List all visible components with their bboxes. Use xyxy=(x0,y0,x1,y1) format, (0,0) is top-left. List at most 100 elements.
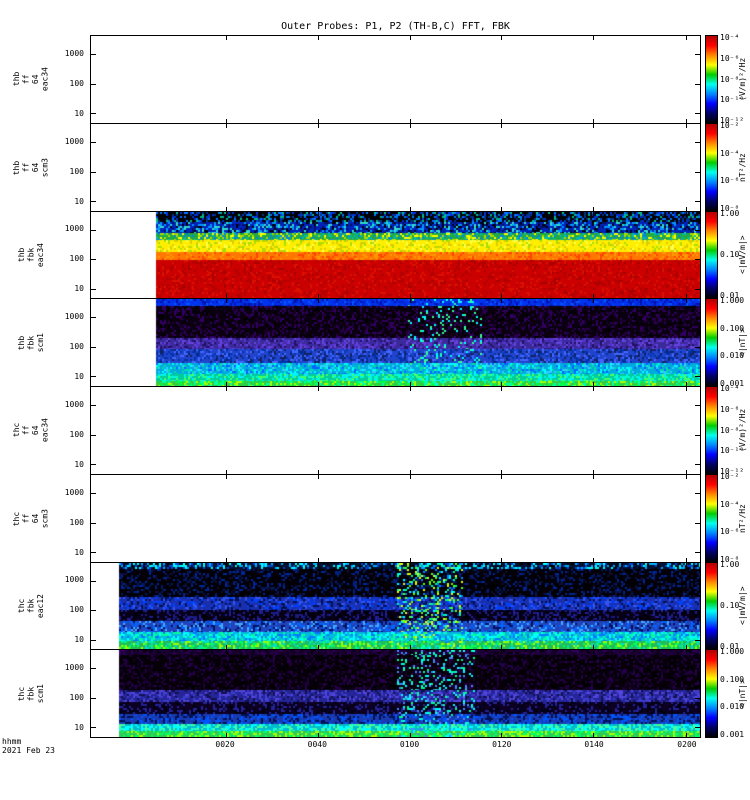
colorbar-tick-label: 0.010 xyxy=(720,351,745,361)
spectrogram-panel: thc ff 64 eac34 1000 100 10 10⁻⁴ 10⁻⁶ 10⁻⁸ 10… xyxy=(0,383,750,477)
x-tick-mark xyxy=(317,207,319,211)
panel-label-wrap: thc ff 64 eac34 xyxy=(10,386,52,475)
colorbar-tick-label: 10⁻⁶ xyxy=(720,527,740,537)
y-tick-mark xyxy=(695,405,700,407)
y-tick-mark xyxy=(91,522,96,524)
colorbar-unit-label: nT²/Hz xyxy=(738,153,747,182)
y-tick-labels: 1000 100 10 xyxy=(52,386,86,475)
spectrogram-panel: thb fbk eac34 1000 100 10 1.00 0.10 0.01 <|m… xyxy=(0,209,750,301)
x-tick-mark xyxy=(317,470,319,474)
x-tick-mark xyxy=(317,558,319,562)
y-tick-mark xyxy=(91,552,96,554)
colorbar-tick-label: 10⁻⁸ xyxy=(720,425,740,435)
x-tick-mark xyxy=(593,558,595,562)
y-tick-mark xyxy=(91,288,96,290)
x-tick-mark xyxy=(225,207,227,211)
y-tick-label: 100 xyxy=(69,78,84,88)
colorbar-tick-label: 10⁻¹² xyxy=(720,467,745,477)
x-tick-mark xyxy=(317,563,319,567)
colorbar-tick-labels: 10⁻² 10⁻⁴ 10⁻⁶ 10⁻⁸ xyxy=(720,121,750,214)
y-tick-labels: 1000 100 10 xyxy=(52,474,86,563)
y-tick-mark xyxy=(695,434,700,436)
colorbar-tick-label: 0.10 xyxy=(720,601,740,610)
x-tick-mark xyxy=(685,558,687,562)
y-tick-label: 1000 xyxy=(64,136,84,146)
colorbar-tick-labels: 1.000 0.100 0.010 0.001 xyxy=(720,296,750,388)
y-tick-labels: 1000 100 10 xyxy=(52,35,86,124)
x-tick-mark xyxy=(317,299,319,303)
y-tick-mark xyxy=(91,142,96,144)
plot-area xyxy=(90,562,701,650)
x-tick-mark xyxy=(317,36,319,40)
colorbar xyxy=(705,562,718,650)
x-tick-mark xyxy=(225,470,227,474)
x-tick-mark xyxy=(685,650,687,654)
time-format-label: hhmm xyxy=(2,737,22,746)
x-tick-mark xyxy=(409,470,411,474)
x-tick-mark xyxy=(685,212,687,216)
colorbar-unit-label: <|mV/m|> xyxy=(738,235,747,275)
y-tick-mark xyxy=(91,581,96,583)
y-tick-mark xyxy=(695,493,700,495)
y-tick-labels: 1000 100 10 xyxy=(52,562,86,650)
colorbar-tick-label: 10⁻⁶ xyxy=(720,404,740,414)
colorbar-tick-label: 10⁻¹² xyxy=(720,116,745,126)
x-tick-mark xyxy=(501,212,503,216)
y-tick-mark xyxy=(695,113,700,115)
x-tick-mark xyxy=(593,563,595,567)
axis-footer: hhmm 2021 Feb 23 xyxy=(2,737,55,755)
x-tick-mark xyxy=(409,387,411,391)
y-tick-label: 1000 xyxy=(64,311,84,321)
colorbar-tick-label: 10⁻⁴ xyxy=(720,383,740,393)
plot-area xyxy=(90,386,701,475)
y-tick-label: 1000 xyxy=(64,399,84,409)
panel-y-label: thc fbk scm1 xyxy=(16,683,45,704)
x-tick-mark xyxy=(409,36,411,40)
y-tick-mark xyxy=(91,259,96,261)
colorbar-tick-label: 10⁻⁸ xyxy=(720,74,740,84)
y-tick-mark xyxy=(695,346,700,348)
y-tick-mark xyxy=(695,727,700,729)
x-tick-mark xyxy=(593,294,595,298)
y-tick-label: 100 xyxy=(69,341,84,351)
x-tick-mark xyxy=(409,563,411,567)
colorbar-tick-label: 0.001 xyxy=(720,730,745,740)
y-tick-mark xyxy=(91,201,96,203)
colorbar-unit-label: <|mV/m|> xyxy=(738,586,747,626)
x-tick-mark xyxy=(409,645,411,649)
y-tick-label: 100 xyxy=(69,166,84,176)
y-tick-mark xyxy=(91,639,96,641)
y-tick-mark xyxy=(91,171,96,173)
x-tick-mark xyxy=(501,124,503,128)
y-tick-label: 100 xyxy=(69,254,84,264)
y-tick-label: 10 xyxy=(74,723,84,733)
colorbar-tick-label: 10⁻⁴ xyxy=(720,499,740,509)
panel-y-label: thb fbk scm1 xyxy=(16,332,45,353)
y-tick-mark xyxy=(695,522,700,524)
x-tick-mark xyxy=(225,124,227,128)
x-tick-mark xyxy=(593,124,595,128)
x-tick-mark xyxy=(501,475,503,479)
colorbar-tick-label: 10⁻⁶ xyxy=(720,53,740,63)
colorbar-tick-label: 0.100 xyxy=(720,323,745,333)
y-tick-mark xyxy=(695,610,700,612)
x-tick-mark xyxy=(501,382,503,386)
y-tick-mark xyxy=(695,288,700,290)
colorbar-tick-label: 10⁻⁸ xyxy=(720,204,740,214)
x-tick-mark xyxy=(225,733,227,737)
plot-area xyxy=(90,35,701,124)
x-tick-mark xyxy=(225,36,227,40)
y-tick-mark xyxy=(695,697,700,699)
plot-area xyxy=(90,298,701,387)
y-tick-label: 1000 xyxy=(64,575,84,585)
colorbar-tick-label: 1.000 xyxy=(720,646,745,656)
x-tick-mark xyxy=(593,382,595,386)
colorbar-unit-label: <|nT|> xyxy=(738,679,747,708)
y-tick-mark xyxy=(91,113,96,115)
x-tick-mark xyxy=(225,387,227,391)
colorbar-tick-label: 0.01 xyxy=(720,291,740,301)
x-tick-mark xyxy=(685,299,687,303)
y-tick-label: 10 xyxy=(74,197,84,207)
y-tick-label: 100 xyxy=(69,692,84,702)
y-tick-mark xyxy=(695,317,700,319)
